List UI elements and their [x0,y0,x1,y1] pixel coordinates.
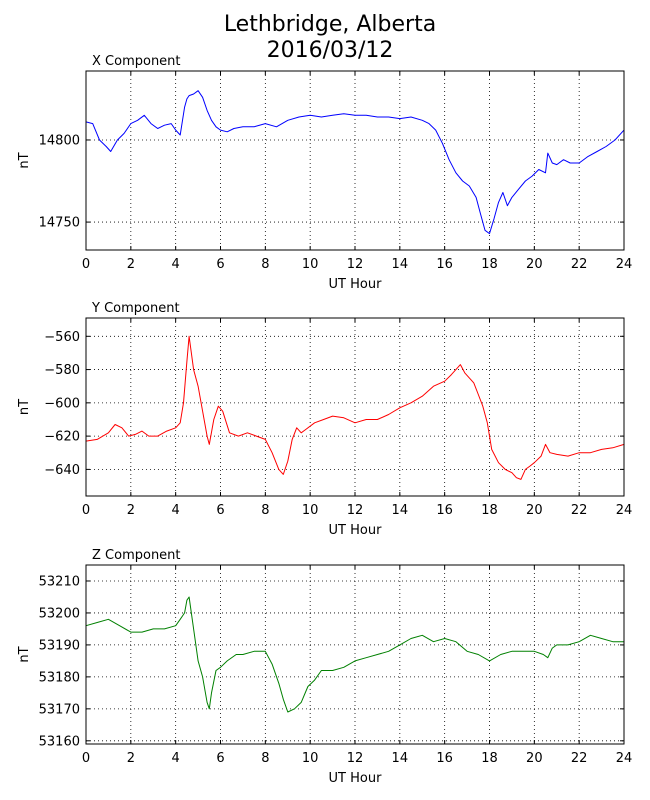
z-ytick-label: 53200 [39,606,80,621]
x-panel-title: X Component [92,54,181,69]
figure-title-date: 2016/03/12 [266,38,394,63]
x-yaxis-label: nT [17,152,32,168]
y-xtick-label: 2 [127,503,135,518]
z-xtick-label: 12 [347,751,364,766]
y-xtick-label: 14 [392,503,409,518]
y-xtick-label: 8 [261,503,269,518]
y-xtick-label: 6 [216,503,224,518]
y-ytick-label: −620 [44,430,80,445]
z-ytick-label: 53160 [39,734,80,749]
x-xtick-label: 16 [436,257,453,272]
z-xtick-label: 6 [216,751,224,766]
y-xtick-label: 20 [526,503,543,518]
y-yaxis-label: nT [17,399,32,415]
y-xtick-label: 16 [436,503,453,518]
z-xtick-label: 2 [127,751,135,766]
z-xtick-label: 18 [481,751,498,766]
y-xtick-label: 10 [302,503,319,518]
x-xtick-label: 10 [302,257,319,272]
z-xaxis-label: UT Hour [329,771,383,786]
y-ytick-label: −560 [44,330,80,345]
z-ytick-label: 53190 [39,638,80,653]
x-xtick-label: 12 [347,257,364,272]
x-series-line [85,90,625,235]
z-ytick-label: 53170 [39,702,80,717]
z-ytick-label: 53180 [39,670,80,685]
z-xtick-label: 24 [616,751,633,766]
x-xtick-label: 0 [82,257,90,272]
y-plot-frame [85,317,625,497]
y-ytick-label: −600 [44,396,80,411]
y-panel-title: Y Component [91,301,180,316]
x-ytick-label: 14750 [39,216,80,231]
y-xaxis-label: UT Hour [329,523,383,538]
x-xtick-label: 8 [261,257,269,272]
x-xtick-label: 4 [172,257,180,272]
z-xtick-label: 22 [571,751,588,766]
z-xtick-label: 20 [526,751,543,766]
z-plot-frame [85,564,625,745]
x-ytick-label: 14800 [39,133,80,148]
z-xtick-label: 16 [436,751,453,766]
y-xtick-label: 0 [82,503,90,518]
y-ytick-label: −640 [44,463,80,478]
x-xtick-label: 2 [127,257,135,272]
y-series-line [85,335,625,480]
y-xtick-label: 12 [347,503,364,518]
z-xtick-label: 4 [172,751,180,766]
figure-title-location: Lethbridge, Alberta [223,12,437,37]
z-xtick-label: 10 [302,751,319,766]
z-yaxis-label: nT [17,646,32,662]
z-xtick-label: 0 [82,751,90,766]
x-xtick-label: 14 [392,257,409,272]
x-xtick-label: 20 [526,257,543,272]
x-xtick-label: 22 [571,257,588,272]
z-series-line [85,596,624,713]
x-xtick-label: 24 [616,257,633,272]
y-xtick-label: 24 [616,503,633,518]
x-xtick-label: 6 [216,257,224,272]
x-xaxis-label: UT Hour [329,277,383,292]
z-panel-title: Z Component [92,548,181,563]
y-xtick-label: 18 [481,503,498,518]
y-xtick-label: 22 [571,503,588,518]
z-ytick-label: 53210 [39,574,80,589]
x-plot-frame [85,70,625,251]
y-ytick-label: −580 [44,363,80,378]
z-xtick-label: 14 [392,751,409,766]
y-xtick-label: 4 [172,503,180,518]
x-xtick-label: 18 [481,257,498,272]
z-xtick-label: 8 [261,751,269,766]
